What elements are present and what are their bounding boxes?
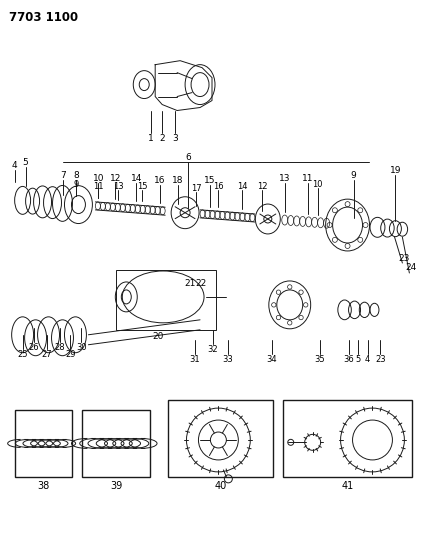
Text: 16: 16 [213, 182, 223, 191]
Bar [15, 409, 72, 478]
Text: 5: 5 [23, 158, 29, 167]
Text: 7703 1100: 7703 1100 [9, 11, 78, 24]
Text: 14: 14 [131, 174, 142, 183]
Text: 13: 13 [113, 182, 124, 191]
Text: 11: 11 [93, 182, 104, 191]
Text: 34: 34 [267, 355, 277, 364]
Text: 2: 2 [159, 134, 165, 143]
Text: 4: 4 [365, 355, 370, 364]
Text: 38: 38 [37, 481, 50, 491]
Text: 23: 23 [375, 355, 386, 364]
Text: 41: 41 [342, 481, 354, 491]
Text: 9: 9 [74, 180, 79, 189]
Text: 24: 24 [406, 263, 417, 272]
Text: 29: 29 [65, 350, 76, 359]
Text: 5: 5 [355, 355, 360, 364]
Text: 9: 9 [351, 171, 357, 180]
Text: 8: 8 [74, 171, 79, 180]
Text: 33: 33 [223, 355, 233, 364]
Text: 32: 32 [208, 345, 218, 354]
Text: 16: 16 [155, 176, 166, 185]
Text: 39: 39 [110, 481, 122, 491]
Text: 10: 10 [92, 174, 104, 183]
Text: 36: 36 [343, 355, 354, 364]
Bar [116, 270, 216, 330]
Text: 20: 20 [152, 332, 164, 341]
Text: 1: 1 [149, 134, 154, 143]
Text: 23: 23 [399, 254, 410, 263]
Text: 25: 25 [18, 350, 28, 359]
Text: 12: 12 [110, 174, 121, 183]
Text: 12: 12 [257, 182, 267, 191]
Text: 15: 15 [204, 176, 216, 185]
Text: 13: 13 [279, 174, 291, 183]
Bar [83, 409, 150, 478]
Text: 40: 40 [214, 481, 226, 491]
Text: 22: 22 [196, 279, 207, 288]
Text: 18: 18 [172, 176, 184, 185]
Text: 3: 3 [172, 134, 178, 143]
Text: 31: 31 [190, 355, 200, 364]
Text: 26: 26 [28, 343, 39, 352]
Text: 30: 30 [76, 343, 87, 352]
Text: 17: 17 [191, 184, 201, 193]
Text: 28: 28 [54, 343, 65, 352]
Text: 19: 19 [389, 166, 401, 175]
Text: 21: 21 [184, 279, 196, 288]
Text: 15: 15 [137, 182, 148, 191]
Text: 27: 27 [41, 350, 52, 359]
Text: 14: 14 [237, 182, 247, 191]
Text: 4: 4 [12, 161, 18, 170]
Text: 10: 10 [312, 180, 323, 189]
Text: 7: 7 [61, 171, 66, 180]
Text: 35: 35 [314, 355, 325, 364]
Text: 11: 11 [302, 174, 313, 183]
Text: 6: 6 [185, 153, 191, 162]
Bar [283, 400, 412, 478]
Bar [168, 400, 273, 478]
